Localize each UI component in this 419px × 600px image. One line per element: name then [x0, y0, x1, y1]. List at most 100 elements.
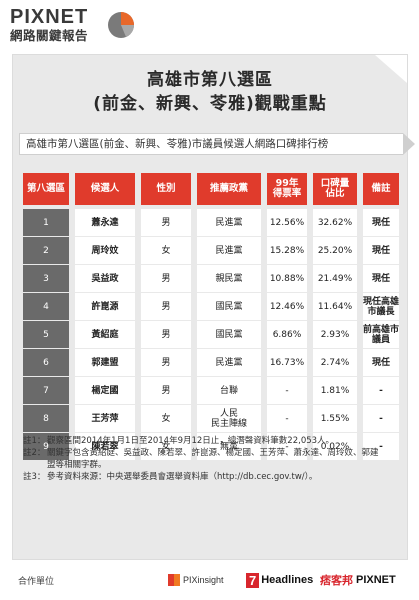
header-remarks: 備註 — [363, 173, 399, 205]
7headlines-logo: 7 Headlines — [246, 570, 313, 590]
brand-tagline: 網路關鍵報告 — [10, 28, 89, 43]
candidate-cell: 楊定國 — [75, 377, 135, 404]
district-cell: 4 — [23, 293, 69, 320]
table-row: 3 吳益政男親民黨 10.88% 21.49% 現任 — [23, 265, 399, 292]
gender-cell: 男 — [141, 349, 191, 376]
table-subtitle: 高雄市第八選區(前金、新興、苓雅)市議員候選人網路口碑排行榜 — [19, 133, 415, 155]
buzz-share-cell: 25.20% — [313, 237, 357, 264]
remarks-cell: 現任 — [363, 349, 399, 376]
buzz-share-cell: 32.62% — [313, 209, 357, 236]
remarks-cell: 前高雄市議員 — [363, 321, 399, 348]
party-cell: 民進黨 — [197, 349, 261, 376]
candidate-cell: 周玲妏 — [75, 237, 135, 264]
gender-cell: 女 — [141, 405, 191, 432]
remarks-cell: 現任高雄市議長 — [363, 293, 399, 320]
remarks-cell: 現任 — [363, 265, 399, 292]
footer: 合作單位 PIXinsight 7 Headlines 痞客邦 PIXNET — [0, 566, 419, 596]
main-title-line2: (前金、新興、苓雅)觀戰重點 — [93, 94, 327, 114]
buzz-share-cell: 11.64% — [313, 293, 357, 320]
vote-rate-cell: 12.56% — [267, 209, 307, 236]
candidate-cell: 陳若翠 — [75, 433, 135, 460]
header-buzz-share: 口碑量 佔比 — [313, 173, 357, 205]
candidate-cell: 蕭永達 — [75, 209, 135, 236]
vote-rate-cell: - — [267, 377, 307, 404]
partners-label: 合作單位 — [18, 577, 55, 587]
table-subtitle-text: 高雄市第八選區(前金、新興、苓雅)市議員候選人網路口碑排行榜 — [26, 138, 329, 150]
gender-cell: 男 — [141, 321, 191, 348]
district-cell: 6 — [23, 349, 69, 376]
candidate-cell: 許崑源 — [75, 293, 135, 320]
buzz-share-cell: 1.81% — [313, 377, 357, 404]
main-title-line1: 高雄市第八選區 — [147, 70, 273, 90]
district-cell: 5 — [23, 321, 69, 348]
table-row: 4 許崑源男國民黨 12.46% 11.64% 現任高雄市議長 — [23, 293, 399, 320]
table-row: 1 蕭永達男民進黨 12.56% 32.62% 現任 — [23, 209, 399, 236]
district-cell: 3 — [23, 265, 69, 292]
ranking-table: 第八選區 候選人 性別 推薦政黨 99年 得票率 口碑量 佔比 備註 1 蕭永達男… — [23, 173, 399, 461]
candidate-cell: 黃紹庭 — [75, 321, 135, 348]
party-cell: 民進黨 — [197, 237, 261, 264]
gender-cell: 男 — [141, 293, 191, 320]
header-candidate: 候選人 — [75, 173, 135, 205]
subtitle-arrow — [403, 133, 415, 155]
footnote: 註2： 關鍵字包含黃紹庭、吳益政、陳若翠、許崑源、楊定國、王芳萍、蕭永達、周玲妏… — [23, 448, 379, 470]
party-cell: 台聯 — [197, 377, 261, 404]
district-cell: 9 — [23, 433, 69, 460]
table-header: 第八選區 候選人 性別 推薦政黨 99年 得票率 口碑量 佔比 備註 — [23, 173, 399, 205]
table-row: 5 黃紹庭男國民黨 6.86% 2.93% 前高雄市議員 — [23, 321, 399, 348]
remarks-cell: 現任 — [363, 209, 399, 236]
buzz-share-cell: 21.49% — [313, 265, 357, 292]
party-cell: 國民黨 — [197, 293, 261, 320]
party-cell: 親民黨 — [197, 265, 261, 292]
gender-cell: 男 — [141, 377, 191, 404]
table-row: 6 郭建盟男民進黨 16.73% 2.74% 現任 — [23, 349, 399, 376]
district-cell: 2 — [23, 237, 69, 264]
vote-rate-cell: - — [267, 405, 307, 432]
vote-rate-cell: - — [267, 433, 307, 460]
gender-cell: 女 — [141, 433, 191, 460]
panel-corner-fold — [375, 55, 407, 83]
brand-name: PIXNET — [10, 6, 89, 28]
pie-logo-icon — [108, 12, 134, 38]
district-cell: 7 — [23, 377, 69, 404]
footnote: 註3： 參考資料來源：中央選舉委員會選舉資料庫（http://db.cec.go… — [23, 472, 318, 482]
candidate-cell: 王芳萍 — [75, 405, 135, 432]
buzz-share-cell: 2.74% — [313, 349, 357, 376]
header-party: 推薦政黨 — [197, 173, 261, 205]
district-cell: 1 — [23, 209, 69, 236]
table-row: 9 陳若翠女無黨 -0.02% - — [23, 433, 399, 460]
header-district: 第八選區 — [23, 173, 69, 205]
header-vote-rate: 99年 得票率 — [267, 173, 307, 205]
vote-rate-cell: 12.46% — [267, 293, 307, 320]
brand-logo: PIXNET 網路關鍵報告 — [10, 6, 150, 54]
gender-cell: 男 — [141, 265, 191, 292]
remarks-cell: 現任 — [363, 237, 399, 264]
pixinsight-mark-icon — [168, 574, 180, 586]
buzz-share-cell: 2.93% — [313, 321, 357, 348]
vote-rate-cell: 10.88% — [267, 265, 307, 292]
buzz-share-cell: 0.02% — [313, 433, 357, 460]
pixinsight-logo: PIXinsight — [168, 570, 224, 590]
gender-cell: 女 — [141, 237, 191, 264]
remarks-cell: - — [363, 433, 399, 460]
footnote: 註1： 觀察區間2014年1月1日至2014年9月12日止，總潛聲資料筆數22,… — [23, 436, 335, 446]
district-cell: 8 — [23, 405, 69, 432]
party-cell: 人民 民主陣線 — [197, 405, 261, 432]
remarks-cell: - — [363, 377, 399, 404]
party-cell: 無黨 — [197, 433, 261, 460]
buzz-share-cell: 1.55% — [313, 405, 357, 432]
pixnet-logo: 痞客邦 PIXNET — [320, 574, 396, 587]
table-row: 8 王芳萍女人民 民主陣線 -1.55% - — [23, 405, 399, 432]
gender-cell: 男 — [141, 209, 191, 236]
party-cell: 民進黨 — [197, 209, 261, 236]
remarks-cell: - — [363, 405, 399, 432]
candidate-cell: 吳益政 — [75, 265, 135, 292]
party-cell: 國民黨 — [197, 321, 261, 348]
vote-rate-cell: 16.73% — [267, 349, 307, 376]
report-panel: 高雄市第八選區 (前金、新興、苓雅)觀戰重點 高雄市第八選區(前金、新興、苓雅)… — [12, 54, 415, 560]
candidate-cell: 郭建盟 — [75, 349, 135, 376]
table-row: 7 楊定國男台聯 -1.81% - — [23, 377, 399, 404]
vote-rate-cell: 15.28% — [267, 237, 307, 264]
table-row: 2 周玲妏女民進黨 15.28% 25.20% 現任 — [23, 237, 399, 264]
header-gender: 性別 — [141, 173, 191, 205]
